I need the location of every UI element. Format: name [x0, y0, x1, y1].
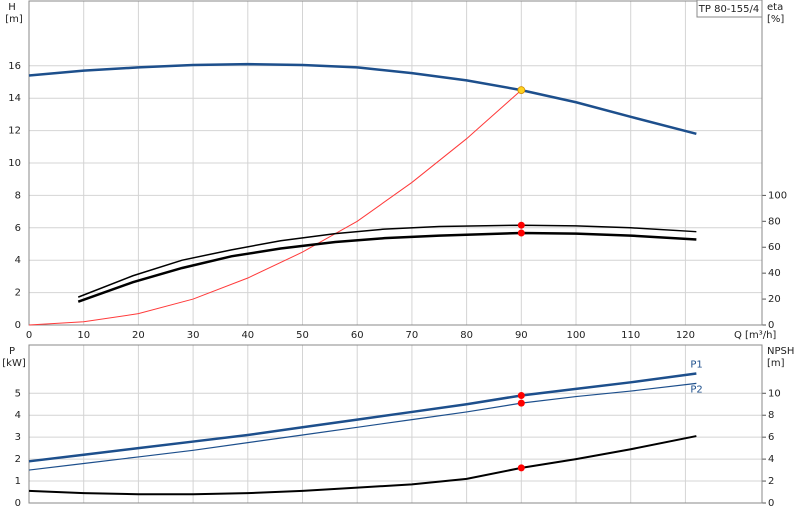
x-tick-label: 0 [26, 330, 32, 341]
operating-point [517, 399, 525, 407]
y2-axis-label: NPSH [767, 346, 794, 357]
y2-axis-label: eta [767, 2, 783, 13]
y2-tick-label: 8 [768, 410, 774, 421]
plot-frame [28, 0, 763, 326]
y2-axis-unit: [%] [767, 14, 784, 25]
y-tick-label: 0 [15, 498, 21, 509]
y2-axis-unit: [m] [767, 358, 785, 369]
y-tick-label: 16 [8, 61, 21, 72]
x-tick-label: 10 [77, 330, 90, 341]
plot-frame [28, 344, 763, 504]
y-axis-label: P [9, 346, 15, 357]
y-tick-label: 12 [8, 126, 21, 137]
y2-tick-label: 60 [768, 242, 781, 253]
series-line [28, 62, 697, 136]
x-tick-label: 110 [621, 330, 640, 341]
series-line [28, 89, 522, 326]
y-tick-label: 6 [15, 223, 21, 234]
y-tick-label: 1 [15, 476, 21, 487]
x-tick-label: 120 [676, 330, 695, 341]
x-tick-label: 30 [187, 330, 200, 341]
x-tick-label: 60 [351, 330, 364, 341]
y2-tick-label: 0 [768, 320, 774, 331]
y-tick-label: 8 [15, 190, 21, 201]
operating-point [517, 229, 525, 237]
x-tick-label: 80 [460, 330, 473, 341]
operating-point [517, 221, 525, 229]
operating-point [517, 391, 525, 399]
y2-tick-label: 2 [768, 476, 774, 487]
y-tick-label: 14 [8, 93, 21, 104]
y-tick-label: 2 [15, 454, 21, 465]
series-line [28, 382, 697, 471]
y2-tick-label: 4 [768, 454, 774, 465]
series-label: P2 [690, 384, 702, 395]
x-axis-label: Q [m³/h] [734, 330, 776, 341]
y2-tick-label: 10 [768, 388, 781, 399]
y-tick-label: 5 [15, 388, 21, 399]
y-tick-label: 0 [15, 320, 21, 331]
chart-title: TP 80-155/4 [698, 4, 759, 15]
y2-tick-label: 0 [768, 498, 774, 509]
y2-tick-label: 6 [768, 432, 774, 443]
y-axis-unit: [kW] [2, 358, 26, 369]
x-tick-label: 40 [241, 330, 254, 341]
x-tick-label: 100 [566, 330, 585, 341]
y-tick-label: 3 [15, 432, 21, 443]
x-tick-label: 50 [296, 330, 309, 341]
operating-point [517, 464, 525, 472]
y-tick-label: 2 [15, 288, 21, 299]
x-tick-label: 90 [515, 330, 528, 341]
y2-tick-label: 40 [768, 268, 781, 279]
y2-tick-label: 100 [768, 190, 787, 201]
y-tick-label: 10 [8, 158, 21, 169]
y2-tick-label: 80 [768, 216, 781, 227]
y-tick-label: 4 [15, 255, 21, 266]
x-tick-label: 20 [132, 330, 145, 341]
series-line [77, 231, 697, 303]
y-axis-label: H [8, 2, 16, 13]
series-line [77, 224, 697, 298]
y-tick-label: 4 [15, 410, 21, 421]
operating-point [517, 86, 526, 94]
title-box [696, 0, 763, 18]
y2-tick-label: 20 [768, 294, 781, 305]
y-axis-unit: [m] [5, 14, 23, 25]
series-line [28, 435, 697, 496]
series-label: P1 [690, 360, 702, 371]
x-tick-label: 70 [406, 330, 419, 341]
series-line [28, 372, 697, 463]
